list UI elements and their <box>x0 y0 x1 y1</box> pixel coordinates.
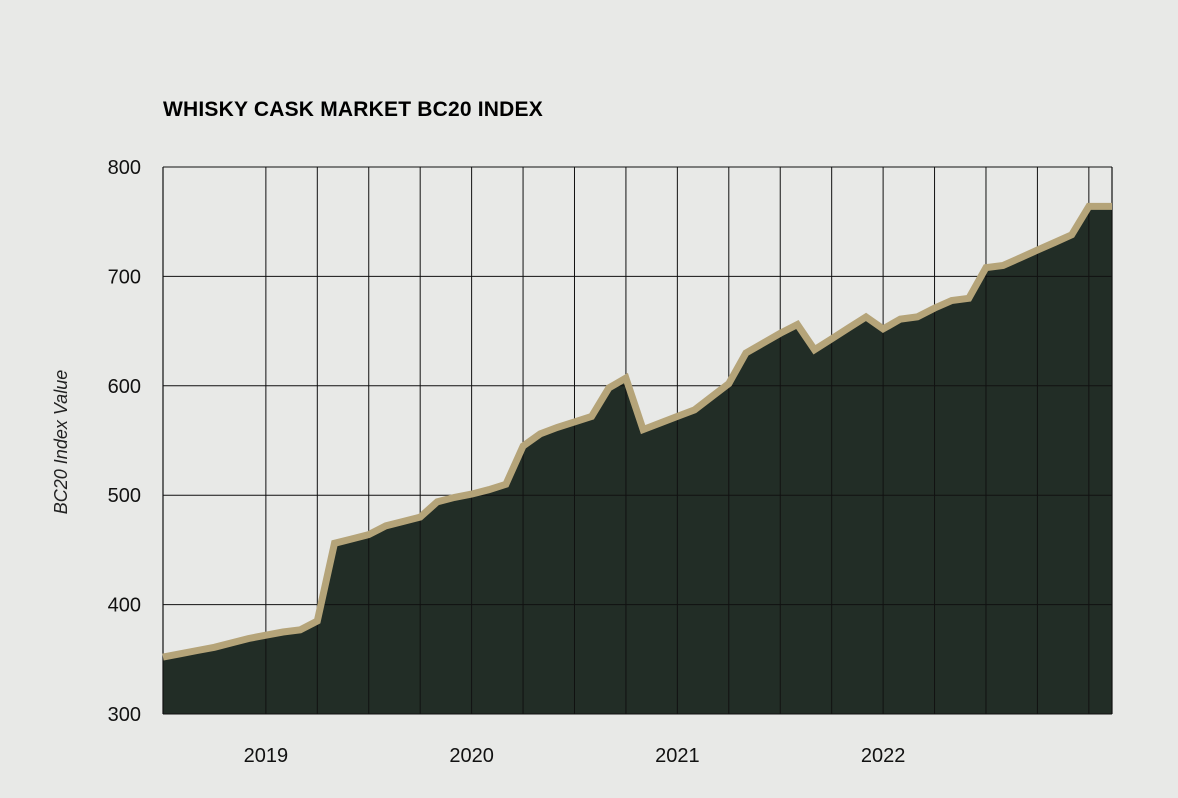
y-axis-label: BC20 Index Value <box>51 370 71 514</box>
area-layer <box>163 206 1112 714</box>
x-tick-label: 2019 <box>244 745 289 767</box>
grid-layer <box>162 166 1113 715</box>
y-tick-label: 300 <box>108 704 141 726</box>
x-tick-label: 2021 <box>655 745 700 767</box>
y-tick-label: 800 <box>108 157 141 179</box>
x-tick-label: 2022 <box>861 745 906 767</box>
x-tick-label: 2020 <box>449 745 494 767</box>
y-tick-label: 400 <box>108 595 141 617</box>
y-axis-ticks: 300 400 500 600 700 800 <box>108 157 141 726</box>
y-tick-label: 500 <box>108 485 141 507</box>
x-axis-ticks: 2019 2020 2021 2022 <box>244 745 906 767</box>
y-tick-label: 700 <box>108 266 141 288</box>
y-tick-label: 600 <box>108 376 141 398</box>
chart-title: WHISKY CASK MARKET BC20 INDEX <box>163 98 543 121</box>
index-area <box>163 206 1112 714</box>
line-layer <box>162 202 1112 661</box>
index-line <box>162 202 1112 661</box>
